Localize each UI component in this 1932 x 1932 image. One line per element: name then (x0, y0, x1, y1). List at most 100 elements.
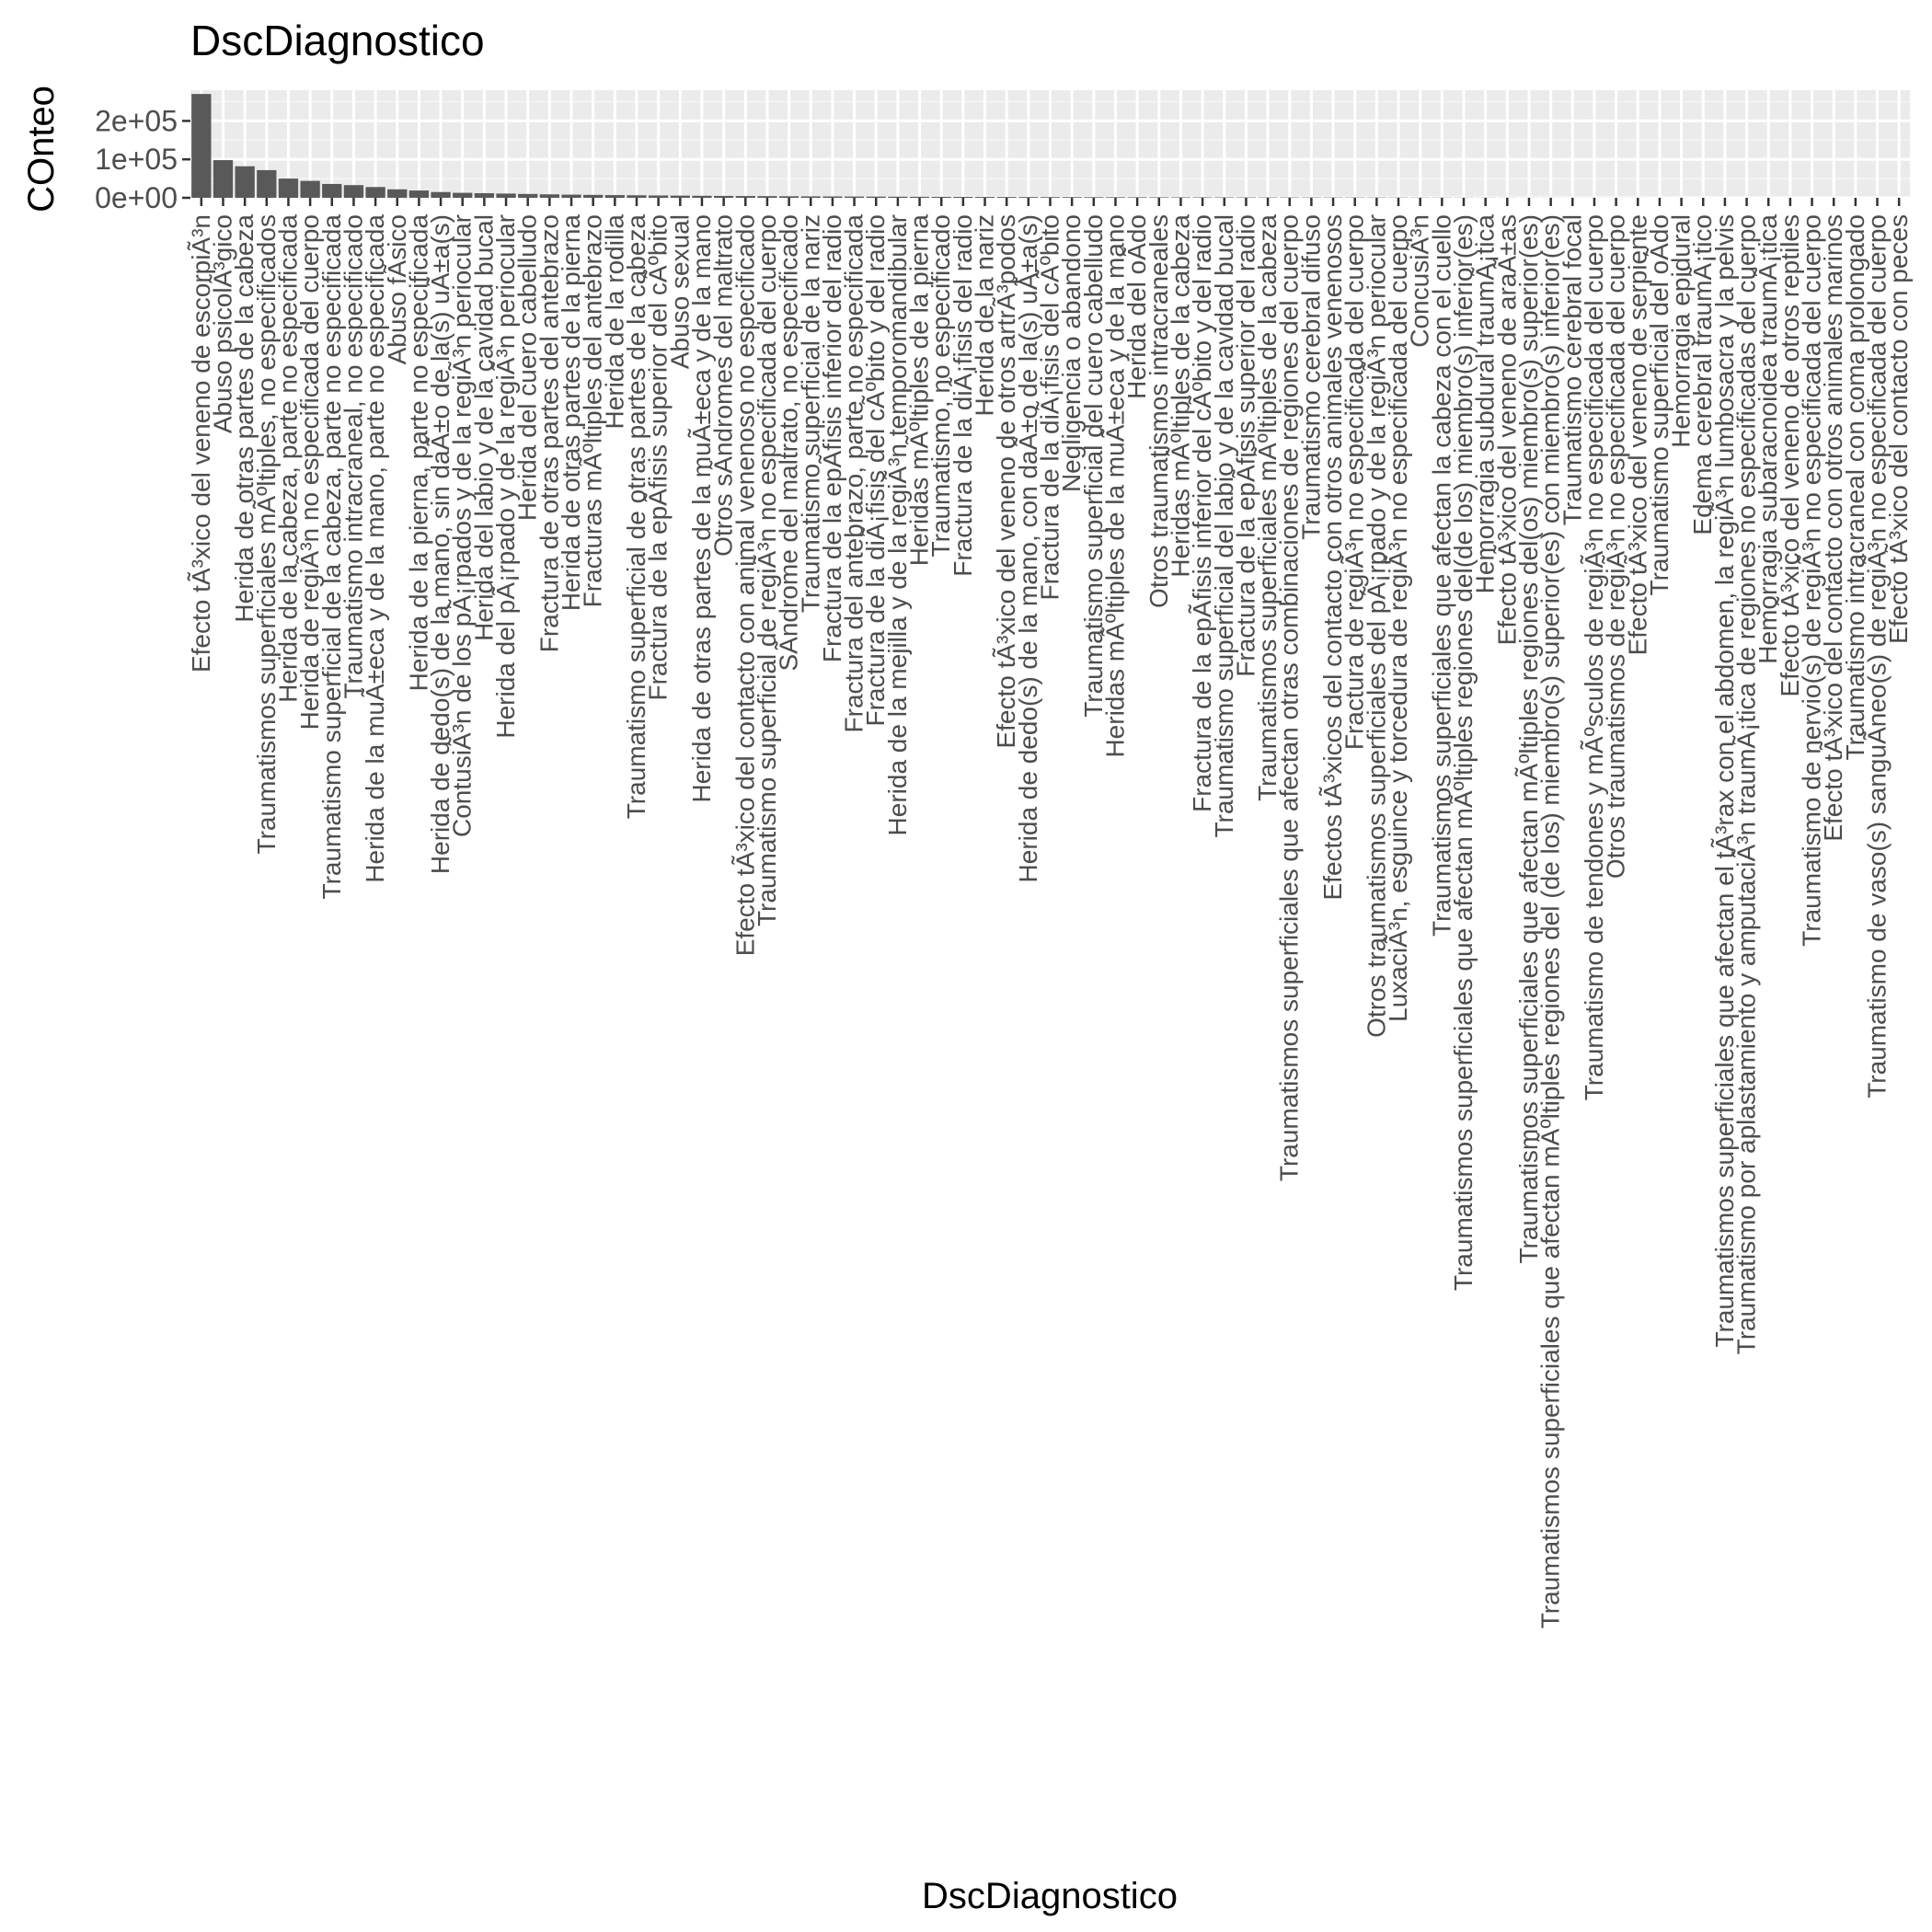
grid-lines (190, 90, 1910, 200)
x-tick-label: Herida de la cabeza, parte no especifica… (273, 214, 302, 703)
bar (996, 197, 1017, 198)
x-tick-label: Traumatismo superficial de la cabeza, pa… (317, 214, 346, 900)
bar (278, 178, 299, 198)
x-tick-label: Fractura de otras partes del antebrazo (535, 214, 563, 652)
x-tick-label: Traumatismo por aplastamiento y amputaci… (1732, 214, 1761, 1354)
x-tick-label: Herida de la mejilla y de la regiÃ³n tem… (883, 214, 912, 835)
bars (191, 94, 1909, 198)
bar (322, 183, 342, 198)
bar (1214, 197, 1235, 198)
x-tick-label: ConcusiÃ³n (1406, 214, 1434, 348)
x-tick-label: Herida de regiÃ³n no especificada del cu… (295, 214, 324, 730)
y-tick-label: 1e+05 (95, 143, 178, 176)
x-tick-label: Otros traumatismos de regiÃ³n no especif… (1602, 214, 1630, 879)
bar (1018, 197, 1039, 198)
x-tick-label: Traumatismo intracraneal con coma prolon… (1841, 214, 1869, 760)
bar (844, 196, 865, 198)
x-tick-label: Abuso fÃ­sico (383, 214, 411, 364)
x-tick-label: Fracturas mÃºltiples del antebrazo (579, 214, 607, 607)
bar (649, 195, 669, 198)
x-tick-label: Efecto tÃ³xico del veneno de otros repti… (1776, 214, 1804, 697)
bar (822, 196, 843, 198)
x-tick-label: Fractura de la epÃ­fisis superior del cÃ… (644, 214, 673, 700)
x-tick-label: Efecto tÃ³xico del veneno de serpiente (1623, 214, 1651, 655)
x-tick-label: Traumatismo superficial de la nariz (796, 214, 824, 613)
y-tick-label: 0e+00 (95, 181, 178, 214)
x-tick-label: Herida de otras partes de la muÃ±eca y d… (687, 214, 716, 803)
x-tick-label: Efecto tÃ³xico del contacto con otros an… (1819, 214, 1847, 842)
bar (670, 195, 690, 198)
x-tick-label: Traumatismo de tendones y mÃºsculos de r… (1580, 214, 1608, 1100)
x-tick-label: Herida del labio y de la cavidad bucal (469, 214, 498, 641)
chart-title: DscDiagnostico (190, 17, 485, 64)
x-tick-label: Traumatismos superficiales que afectan o… (1275, 214, 1304, 1181)
x-tick-label: Fractura del antebrazo, parte no especif… (840, 214, 868, 733)
x-tick-label: Hemorragia subdural traumÃ¡tica (1471, 214, 1500, 594)
bar (778, 196, 799, 198)
bar (931, 196, 951, 198)
bar (974, 197, 995, 198)
bar (888, 196, 908, 198)
bar (300, 180, 320, 198)
x-tick-label: Efecto tÃ³xico del veneno de araÃ±as (1492, 214, 1521, 645)
x-tick-label: Hemorragia epidural (1667, 214, 1696, 448)
bar (800, 196, 821, 198)
x-tick-label: Traumatismos superficiales que afectan l… (1427, 214, 1455, 937)
x-tick-label: Traumatismos superficiales que afectan m… (1536, 214, 1565, 1628)
x-tick-label: Fractura de la diÃ¡fisis del radio (949, 214, 977, 577)
bar (1062, 197, 1082, 198)
x-tick-label: Otros traumatismos superficiales del pÃ¡… (1362, 214, 1390, 1038)
x-tick-label: Traumatismo superficial del cuero cabell… (1079, 214, 1108, 718)
bar (257, 169, 277, 198)
bar (343, 185, 364, 198)
x-tick-label: Hemorragia subaracnoidea traumÃ¡tica (1754, 214, 1782, 664)
bar (627, 195, 647, 198)
bar (1040, 197, 1061, 198)
x-tick-label: Traumatismo de vaso(s) sanguÃ­neo(s) de … (1863, 214, 1892, 1098)
x-tick-label: Fractura de la diÃ¡fisis del cÃºbito (1036, 214, 1064, 601)
bar (953, 196, 973, 198)
bar (474, 192, 495, 198)
x-tick-label: Fractura de regiÃ³n no especificada del … (1340, 214, 1369, 750)
x-tick-label: Efecto tÃ³xico del contacto con animal v… (730, 214, 759, 956)
x-tick-label: Traumatismo superficial de regiÃ³n no es… (753, 214, 781, 926)
bar (561, 194, 581, 198)
bar (909, 196, 930, 198)
bar (757, 196, 777, 198)
x-tick-label: SÃ­ndrome del maltrato, no especificado (775, 214, 803, 672)
bar (713, 195, 734, 198)
x-tick-label: Traumatismos superficiales que afectan m… (1514, 214, 1543, 1264)
bar (692, 195, 712, 198)
x-tick-label: Efecto tÃ³xico del contacto con peces (1884, 214, 1913, 644)
bar (866, 196, 886, 198)
bar (431, 191, 451, 198)
x-tick-label: Traumatismos superficiales mÃºltiples de… (1253, 214, 1282, 801)
x-tick-label: Traumatismo, no especificado (926, 214, 955, 557)
x-tick-label: Herida de la nariz (971, 214, 999, 416)
bar (365, 187, 385, 198)
x-tick-label: Traumatismos superficiales que afectan e… (1710, 214, 1739, 1348)
bar (518, 193, 538, 198)
x-tick-label: Heridas mÃºltiples de la muÃ±eca y de la… (1100, 214, 1129, 758)
x-tick-label: Herida del oÃ­do (1122, 214, 1151, 399)
bar (387, 189, 408, 198)
x-tick-label: Herida del cuero cabelludo (513, 214, 542, 521)
x-tick-label: Edema cerebral traumÃ¡tico (1688, 214, 1717, 535)
bar (735, 196, 755, 198)
x-tick-label: Traumatismo cerebral difuso (1296, 214, 1325, 540)
y-tick-label: 2e+05 (95, 104, 178, 137)
x-tick-label: Herida de la pierna, parte no especifica… (404, 214, 432, 692)
x-tick-label: Otros sÃ­ndromes del maltrato (709, 214, 738, 557)
x-tick-label: Negligencia o abandono (1057, 214, 1086, 492)
x-tick-label: Heridas mÃºltiples de la cabeza (1166, 214, 1194, 578)
x-tick-label: Herida de dedo(s) de la mano, con daÃ±o … (1014, 214, 1042, 882)
x-tick-label: Abuso sexual (665, 214, 694, 369)
bar (1192, 197, 1213, 198)
x-tick-label: Traumatismo superficial de otras partes … (622, 214, 650, 820)
x-tick-label: Efectos tÃ³xicos del contacto con otros … (1318, 214, 1347, 901)
x-tick-label: LuxaciÃ³n, esguince y torcedura de regiÃ… (1384, 214, 1412, 1022)
x-tick-label: Herida de dedo(s) de la mano, sin daÃ±o … (426, 214, 454, 874)
bar (1127, 197, 1147, 198)
x-tick-label: Efecto tÃ³xico del veneno de escorpiÃ³n (187, 214, 215, 673)
